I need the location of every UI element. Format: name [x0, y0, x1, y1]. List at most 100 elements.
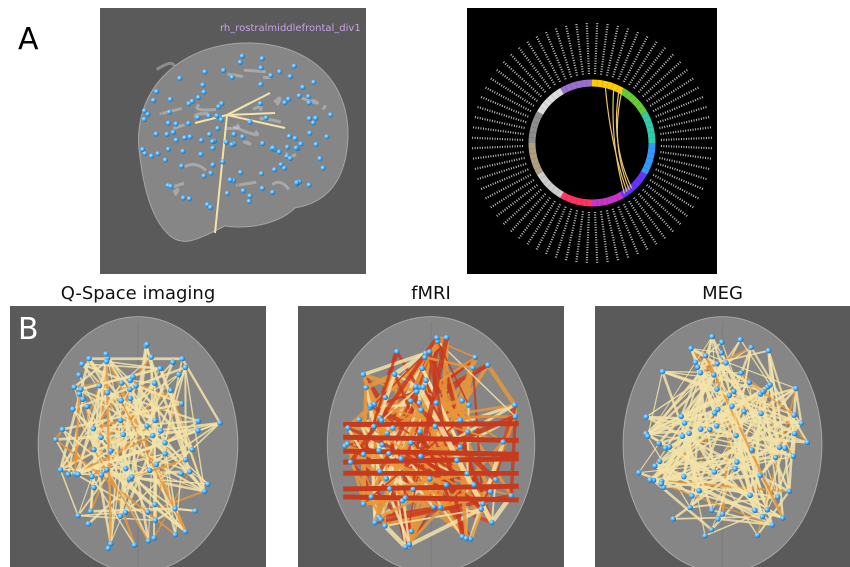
region-node	[659, 368, 666, 375]
roi-label-mark	[655, 96, 704, 118]
connection-edge	[59, 469, 79, 516]
roi-label-mark	[642, 188, 682, 225]
region-node	[658, 480, 664, 487]
region-node	[656, 440, 662, 447]
ring-segment	[537, 106, 546, 115]
column-title-fmri: fMRI	[411, 283, 451, 304]
region-node	[454, 457, 460, 464]
region-node	[103, 358, 110, 365]
region-node	[189, 98, 195, 104]
roi-label-mark	[554, 208, 573, 258]
roi-label-mark	[554, 28, 573, 78]
region-node	[420, 384, 427, 390]
region-node	[104, 389, 111, 396]
region-node	[131, 542, 138, 548]
region-node	[153, 131, 159, 137]
connection-edge	[743, 393, 762, 412]
region-node	[180, 195, 187, 201]
region-node	[360, 371, 367, 378]
region-node	[776, 444, 783, 451]
region-node	[378, 516, 384, 523]
region-node	[723, 360, 729, 366]
ring-segment	[547, 182, 556, 192]
region-node	[165, 146, 172, 152]
connection-edge	[381, 386, 420, 422]
region-node	[719, 511, 726, 517]
ring-segment	[635, 175, 645, 184]
region-node	[508, 492, 514, 499]
region-node	[238, 169, 244, 176]
connection-edge	[343, 448, 519, 457]
region-node	[153, 461, 160, 468]
region-node	[201, 173, 207, 179]
connection-edge	[54, 439, 76, 475]
connection-edge	[761, 414, 795, 517]
region-node	[180, 148, 186, 154]
region-node	[224, 190, 230, 196]
region-node	[643, 414, 650, 420]
ring-segment	[528, 131, 537, 139]
sulcus	[235, 180, 257, 187]
connection-edge	[638, 471, 663, 483]
region-node	[423, 377, 429, 384]
roi-label-mark	[652, 86, 699, 113]
region-node	[141, 116, 147, 122]
brain-view-qspace[interactable]	[10, 306, 266, 567]
connectogram-link	[604, 84, 628, 193]
connection-edge	[343, 483, 519, 492]
panel-a-connectogram[interactable]	[467, 8, 717, 274]
region-node	[120, 431, 127, 438]
brain-view-fmri[interactable]	[298, 306, 564, 567]
region-node	[84, 403, 90, 410]
region-node	[713, 423, 720, 429]
ring-segment	[611, 83, 619, 92]
region-node	[426, 476, 433, 482]
ring-segment	[643, 116, 652, 124]
ring-segment	[539, 175, 549, 184]
panel-b-letter: B	[18, 312, 39, 347]
region-node	[300, 84, 306, 90]
region-node	[258, 171, 265, 177]
region-node	[419, 365, 426, 372]
region-node	[198, 151, 204, 157]
region-node	[434, 334, 440, 341]
region-node	[179, 355, 186, 362]
connectogram-link	[615, 89, 633, 189]
ring-segment	[555, 88, 564, 97]
region-node	[284, 144, 291, 150]
region-node	[688, 345, 694, 352]
sulcus	[159, 107, 183, 116]
connection-edge	[92, 382, 123, 429]
region-node	[708, 526, 715, 533]
panel-a-brain-view[interactable]: rh_rostralmiddlefrontal_div1	[100, 8, 366, 274]
region-node	[186, 196, 193, 202]
connection-edge	[638, 443, 660, 473]
connection-edge	[74, 419, 156, 475]
region-node	[271, 167, 278, 173]
ring-segment	[580, 198, 588, 207]
ring-segment	[645, 121, 654, 129]
region-node	[70, 406, 76, 412]
connection-edge	[343, 434, 519, 443]
roi-label-mark	[633, 197, 666, 239]
connection-edge	[106, 357, 187, 533]
roi-label-mark	[660, 136, 712, 142]
brain-view-meg[interactable]	[595, 306, 850, 567]
region-node	[257, 100, 264, 107]
region-node	[87, 508, 94, 515]
region-node	[215, 125, 221, 131]
roi-label-mark	[646, 184, 688, 217]
roi-label-mark	[611, 28, 630, 78]
region-node	[298, 141, 304, 147]
region-node	[173, 121, 179, 127]
region-node	[754, 532, 761, 539]
ring-segment	[551, 186, 560, 196]
region-node	[76, 372, 82, 378]
region-node	[765, 347, 772, 354]
connection-edge	[739, 339, 771, 386]
region-node	[170, 359, 176, 366]
sulcus	[155, 61, 176, 71]
roi-label-mark	[474, 156, 525, 171]
ring-segment	[596, 198, 604, 207]
region-node	[291, 63, 297, 69]
